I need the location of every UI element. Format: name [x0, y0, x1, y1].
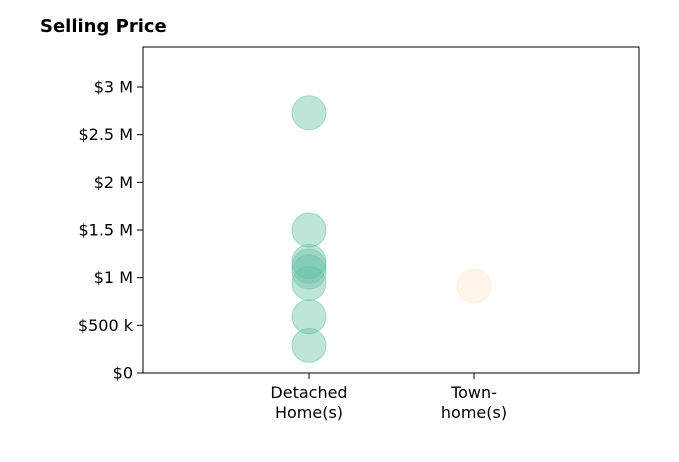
y-tick-label: $500 k — [78, 316, 134, 335]
data-point — [291, 254, 327, 290]
y-tick-label: $1.5 M — [78, 221, 133, 240]
y-tick-label: $2 M — [94, 173, 133, 192]
chart-title: Selling Price — [40, 16, 167, 37]
data-point — [291, 265, 327, 301]
x-tick-label: Home(s) — [275, 403, 343, 422]
data-point — [456, 268, 492, 304]
data-point — [291, 299, 327, 335]
data-point — [291, 95, 327, 131]
axes-frame — [142, 46, 640, 374]
data-point — [291, 243, 327, 279]
data-points — [291, 95, 492, 363]
x-tick-label: Detached — [270, 383, 347, 402]
x-tick-label: home(s) — [441, 403, 507, 422]
y-tick-label: $3 M — [94, 78, 133, 97]
x-tick-label: Town- — [450, 383, 497, 402]
y-axis: $0 $500 k $1 M $1.5 M $2 M $2.5 M $3 M — [78, 78, 143, 383]
y-tick-label: $1 M — [94, 268, 133, 287]
data-point — [291, 327, 327, 363]
y-tick-label: $0 — [113, 364, 133, 383]
data-point — [291, 212, 327, 248]
y-tick-label: $2.5 M — [78, 125, 133, 144]
